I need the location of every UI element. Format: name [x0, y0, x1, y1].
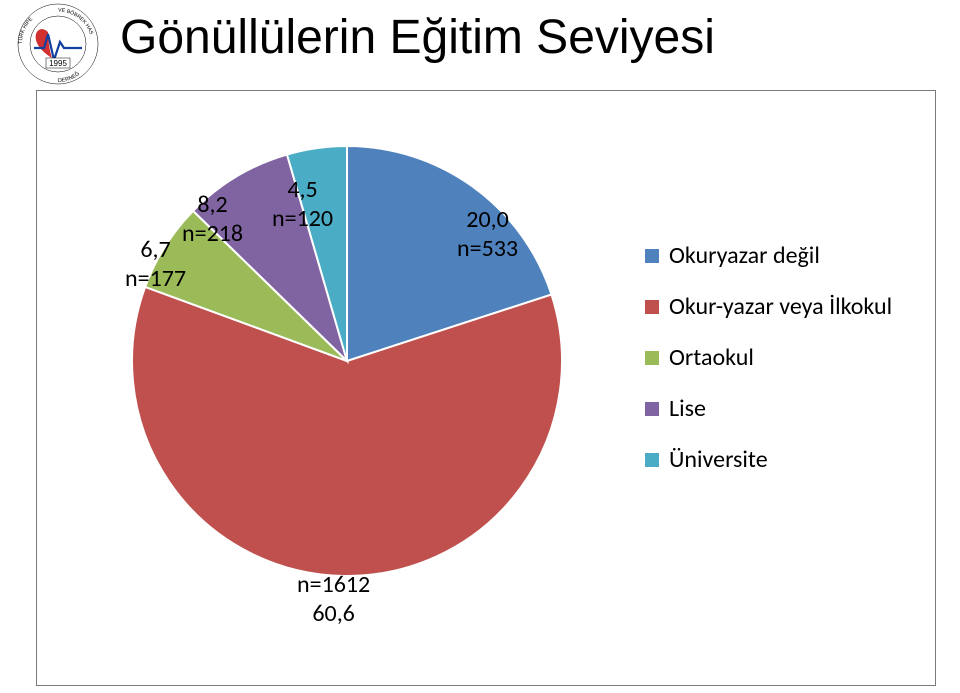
legend-label-0: Okuryazar değil [669, 241, 820, 270]
slice-value-1: 60,6 [297, 600, 370, 629]
legend-swatch-2 [645, 351, 659, 365]
legend-label-2: Ortaokul [669, 343, 754, 372]
svg-text:1995: 1995 [49, 59, 67, 68]
legend-label-3: Lise [669, 394, 706, 423]
pie-chart: 20,0 n=533 n=1612 60,6 6,7 n=177 8,2 n=2… [127, 141, 567, 581]
association-logo: 1995 VE BÖBREK HASTALIKLARI TÜRK HİPERTA… [8, 2, 108, 87]
page-title: Gönüllülerin Eğitim Seviyesi [120, 10, 715, 65]
legend-item-1: Okur-yazar veya İlkokul [645, 292, 905, 321]
legend-item-3: Lise [645, 394, 905, 423]
legend-item-2: Ortaokul [645, 343, 905, 372]
legend: Okuryazar değil Okur-yazar veya İlkokul … [645, 241, 905, 496]
legend-label-1: Okur-yazar veya İlkokul [669, 292, 892, 321]
legend-swatch-0 [645, 249, 659, 263]
legend-item-0: Okuryazar değil [645, 241, 905, 270]
legend-label-4: Üniversite [669, 445, 768, 474]
legend-swatch-3 [645, 402, 659, 416]
legend-item-4: Üniversite [645, 445, 905, 474]
chart-frame: 20,0 n=533 n=1612 60,6 6,7 n=177 8,2 n=2… [36, 90, 936, 686]
legend-swatch-4 [645, 453, 659, 467]
legend-swatch-1 [645, 300, 659, 314]
